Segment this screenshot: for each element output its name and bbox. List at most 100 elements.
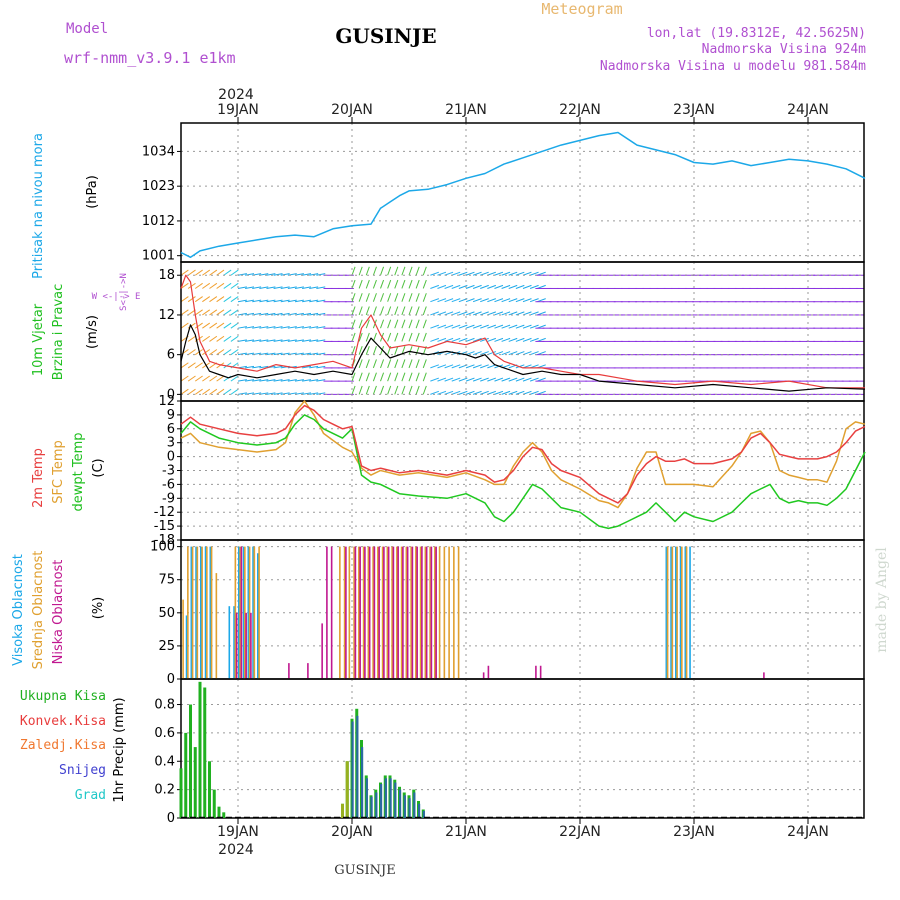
- cloud-low-bar: [482, 672, 485, 679]
- pressure-ytick-label-2: 1023: [142, 179, 175, 194]
- wind-arrow: [451, 271, 461, 276]
- precip-snow-bar: [399, 789, 402, 818]
- precip-legend-hail: Grad: [75, 788, 106, 803]
- wind-arrow: [465, 351, 475, 356]
- wind-arrow: [508, 284, 518, 289]
- wind-arrow: [444, 364, 454, 369]
- wind-arrow: [430, 377, 440, 382]
- wind-arrow: [351, 346, 356, 355]
- cloud-mid-bar: [244, 546, 246, 679]
- wind-arrow: [422, 372, 427, 382]
- wind-arrow: [273, 299, 283, 303]
- wind-arrow: [266, 352, 276, 356]
- wind-arrow: [316, 379, 326, 382]
- wind-arrow: [181, 388, 189, 395]
- wind-arrow: [480, 390, 489, 395]
- cloud-mid-bar: [191, 546, 194, 679]
- wind-arrow: [515, 351, 525, 356]
- cloud-low-bar: [345, 546, 347, 679]
- cloud-high-bar: [185, 615, 188, 679]
- station-title: GUSINJE: [335, 24, 436, 48]
- wind-arrow: [294, 326, 304, 329]
- wind-arrow: [387, 319, 392, 329]
- precip-unit: 1hr Precip (mm): [112, 697, 127, 802]
- wind-arrow: [181, 322, 189, 329]
- wind-arrow: [181, 282, 189, 289]
- wind-arrow: [252, 379, 262, 382]
- wind-arrow: [365, 346, 370, 355]
- wind-arrow: [394, 346, 399, 355]
- wind-arrow: [537, 271, 546, 276]
- cloud-mid-bar: [453, 546, 455, 679]
- wind-arrow: [480, 351, 489, 356]
- wind-arrow: [287, 299, 297, 303]
- wind-arrow: [529, 351, 539, 356]
- wind-arrow: [394, 266, 399, 276]
- wind-arrow: [394, 319, 399, 329]
- cloud-mid-bar: [339, 546, 341, 679]
- wind-arrow: [537, 284, 546, 289]
- wind-arrow: [422, 385, 427, 395]
- wind-arrow: [365, 372, 370, 382]
- wind-arrow: [437, 377, 447, 382]
- wind-arrow: [187, 335, 196, 342]
- cloud-low-bar: [250, 612, 252, 679]
- product-title: Meteogram: [541, 0, 622, 18]
- temp-label-sfc: SFC Temp: [51, 440, 66, 504]
- precip-snow-bar: [380, 783, 383, 818]
- wind-arrow: [223, 296, 232, 303]
- wind-arrow: [451, 284, 461, 289]
- lonlat-text: lon,lat (19.8312E, 42.5625N): [647, 26, 866, 41]
- cloud-mid-bar: [187, 546, 189, 679]
- temp-ytick-label-10: 12: [158, 394, 175, 409]
- wind-arrow: [252, 339, 262, 342]
- wind-arrow: [415, 306, 420, 316]
- wind-arrow: [494, 351, 504, 356]
- wind-arrow: [487, 337, 497, 342]
- wind-arrow: [194, 269, 203, 276]
- wind-arrow: [351, 266, 356, 276]
- wind-arrow: [537, 390, 546, 395]
- cloud-mid-bar: [405, 546, 408, 679]
- cloud-high-bar: [195, 546, 197, 679]
- wind-ytick-label-2: 12: [158, 308, 175, 323]
- wind-arrow: [415, 293, 420, 302]
- wind-arrow: [273, 273, 283, 276]
- pressure-ytick-label-3: 1034: [142, 144, 175, 159]
- wind-arrow: [444, 337, 454, 342]
- wind-arrow: [408, 266, 413, 276]
- wind-arrow: [309, 299, 319, 303]
- precip-total-bar: [208, 761, 211, 818]
- cloud-mid-bar: [367, 546, 370, 679]
- wind-arrow: [380, 306, 385, 316]
- wind-arrow: [487, 324, 497, 329]
- cloud-mid-bar: [210, 546, 213, 679]
- wind-arrow: [444, 390, 454, 395]
- cloud-high-bar: [242, 546, 245, 679]
- cloud-mid-bar: [386, 546, 389, 679]
- wind-arrow: [302, 286, 312, 289]
- wind-arrow: [537, 324, 546, 329]
- precip-snow-bar: [375, 792, 378, 818]
- temp-label-2m: 2m Temp: [31, 448, 46, 508]
- wind-gust-line: [180, 274, 865, 389]
- wind-arrow: [280, 273, 290, 276]
- wind-arrow: [209, 375, 218, 382]
- wind-arrow: [401, 385, 406, 395]
- top-day-label: 21JAN: [445, 102, 487, 118]
- wind-arrow: [365, 332, 370, 342]
- wind-arrow: [437, 284, 447, 289]
- wind-arrow: [415, 385, 420, 395]
- wind-arrow: [458, 284, 468, 289]
- wind-arrow: [465, 298, 475, 303]
- wind-arrow: [458, 390, 468, 395]
- cloud-mid-bar: [415, 546, 417, 679]
- precip-total-bar: [179, 768, 183, 818]
- wind-arrow: [401, 279, 406, 289]
- wind-arrow: [515, 311, 525, 316]
- wind-arrow: [522, 311, 532, 316]
- precip-snow-bar: [413, 792, 416, 818]
- wind-arrow: [187, 375, 196, 382]
- wind-arrow: [316, 392, 326, 395]
- cloud-low-bar: [240, 546, 243, 679]
